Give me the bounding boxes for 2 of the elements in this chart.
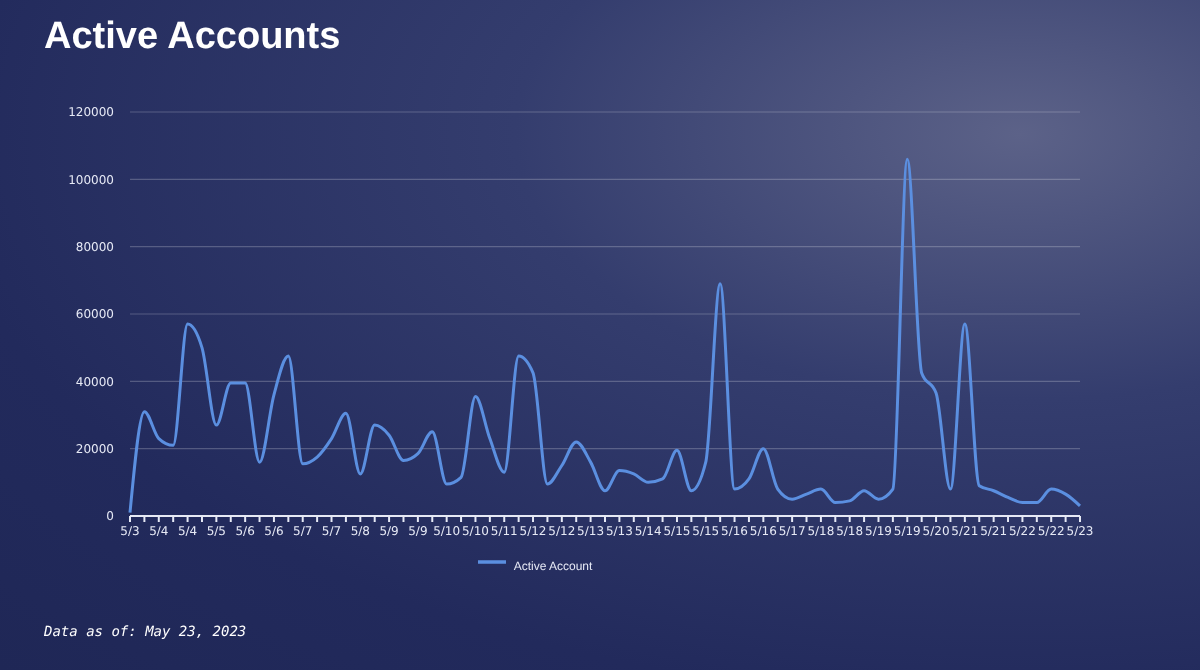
chart-title: Active Accounts — [44, 16, 341, 60]
line-series — [128, 157, 1082, 515]
